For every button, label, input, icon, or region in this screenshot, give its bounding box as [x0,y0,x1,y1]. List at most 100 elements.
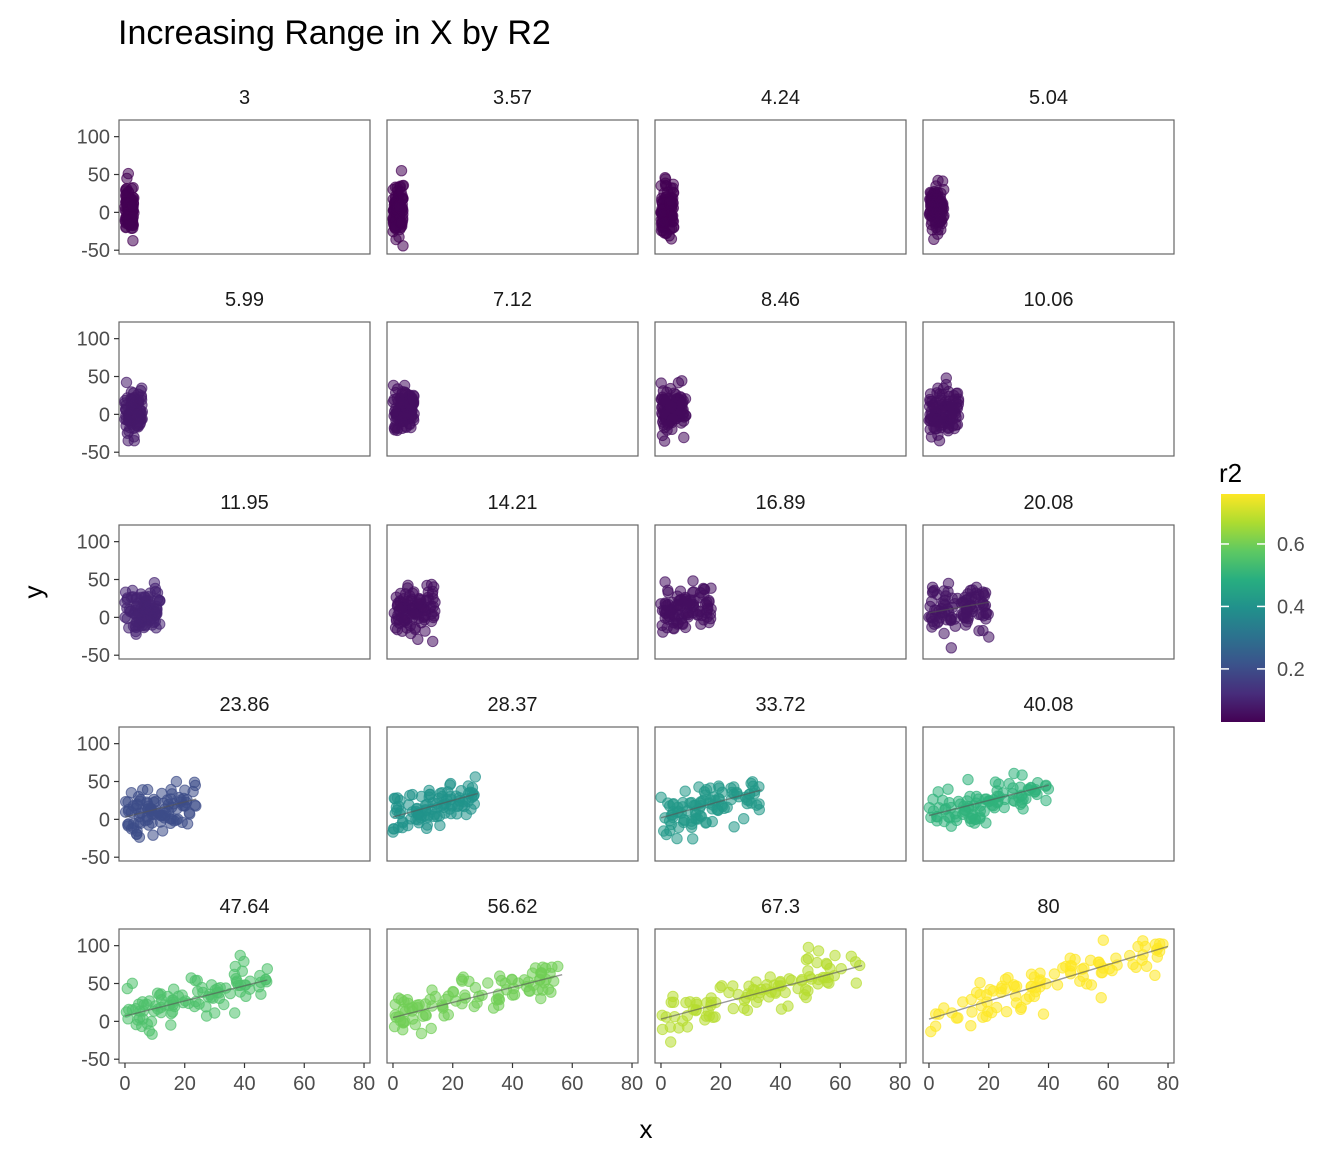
data-point [812,978,824,990]
data-point [155,1006,167,1019]
facet-strip-label: 5.04 [1029,87,1068,109]
data-point [1149,938,1162,950]
data-point [397,240,409,252]
facet-strip-label: 67.3 [761,896,800,918]
facet-strip-label: 16.89 [755,492,805,514]
data-points [656,941,866,1048]
data-points [120,949,273,1040]
data-point [1040,794,1052,807]
facet-strip-label: 4.24 [761,87,800,109]
legend-colorbar [1221,494,1265,722]
data-point [393,617,406,629]
facet-strip-label: 7.12 [493,289,532,311]
data-point [202,991,214,1003]
facet-strip-label: 56.62 [487,896,537,918]
data-point [418,610,430,623]
data-point [389,405,401,418]
y-tick-label: -50 [81,442,110,464]
data-point [444,803,456,815]
data-point [397,1003,410,1015]
data-point [170,775,183,788]
x-tick-label: 0 [655,1073,666,1095]
data-point [698,614,710,626]
data-points [387,165,410,252]
data-point [499,977,511,989]
facet-panel: 33.72 [654,694,907,862]
data-point [928,421,940,434]
data-point [687,833,699,845]
data-points [119,577,166,640]
facet-panel: 16.89 [654,492,907,660]
data-point [812,945,825,957]
facet-strip-label: 14.21 [487,492,537,514]
data-point [398,408,411,421]
data-point [409,622,421,634]
data-point [943,797,956,809]
data-point [126,182,138,195]
data-point [419,625,431,637]
y-tick-label: 50 [88,165,110,187]
data-point [799,983,812,995]
x-tick-label: 40 [233,1073,255,1095]
data-point [671,832,683,845]
data-point [690,996,702,1009]
data-point [655,791,667,803]
data-point [672,377,685,389]
data-point [829,949,841,962]
data-point [407,1013,419,1025]
data-point [394,1015,407,1027]
data-point [545,986,557,998]
data-point [148,796,160,808]
x-tick-label: 20 [710,1073,732,1095]
data-point [974,989,986,1001]
y-tick-label: -50 [81,645,110,667]
trend-line [660,964,863,1020]
data-point [925,1025,937,1038]
data-point [196,981,208,994]
data-point [940,590,952,602]
data-points [923,174,950,246]
data-point [417,1010,429,1022]
y-tick-label: 50 [88,570,110,592]
data-point [973,625,985,637]
data-point [165,1019,177,1031]
data-point [456,975,468,987]
facet-panel: 67.3 0 20 40 60 80 [654,896,911,1095]
data-point [658,435,671,447]
data-point [680,608,693,620]
data-point [982,608,994,620]
data-point [1095,992,1107,1004]
data-point [1010,980,1023,992]
data-point [181,818,194,830]
data-point [746,776,759,788]
data-point [260,973,272,986]
data-point [151,987,164,999]
trend-line [124,979,268,1017]
y-tick-label: -50 [81,1049,110,1071]
data-point [1025,782,1038,794]
data-point [947,394,959,407]
data-point [468,1000,480,1013]
x-tick-label: 0 [387,1073,398,1095]
data-points [923,372,965,447]
data-point [123,1003,135,1016]
data-point [120,376,133,389]
data-point [123,218,136,231]
data-point [1149,969,1161,981]
data-point [122,414,134,427]
data-point [928,188,941,201]
data-point [141,783,154,796]
data-point [950,814,963,827]
y-tick-label: 0 [99,607,110,629]
data-point [1066,960,1078,972]
panel-border [386,321,639,457]
data-point [966,810,979,822]
facet-strip-label: 5.99 [225,289,264,311]
data-point [926,198,939,211]
data-point [389,793,401,805]
x-tick-label: 80 [621,1073,643,1095]
data-point [716,980,728,992]
data-point [1002,972,1014,984]
data-point [148,577,161,589]
y-tick-label: -50 [81,847,110,869]
